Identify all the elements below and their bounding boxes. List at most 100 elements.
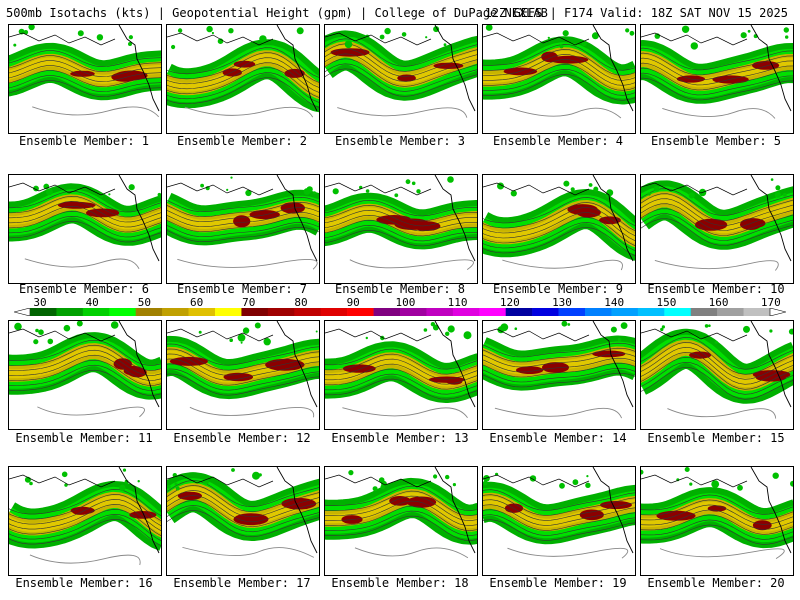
isotach-map	[483, 321, 635, 419]
ensemble-member-label: Ensemble Member: 20	[647, 576, 785, 590]
ensemble-member-label: Ensemble Member: 4	[492, 134, 624, 148]
colorbar-cell	[82, 308, 110, 316]
ensemble-member-label: Ensemble Member: 13	[331, 431, 469, 445]
ensemble-map-panel	[640, 24, 794, 134]
colorbar-cell	[56, 308, 84, 316]
ensemble-map-panel	[640, 174, 794, 284]
ensemble-member-label: Ensemble Member: 19	[489, 576, 627, 590]
ensemble-member-label: Ensemble Member: 5	[650, 134, 782, 148]
ensemble-map-panel	[324, 24, 478, 134]
colorbar-cell	[30, 308, 57, 316]
isotach-map	[641, 467, 793, 559]
ensemble-map-panel	[482, 466, 636, 576]
isotach-map	[325, 175, 477, 271]
ensemble-map-panel	[166, 24, 320, 134]
ensemble-member-label: Ensemble Member: 14	[489, 431, 627, 445]
isotach-map	[483, 25, 635, 119]
isotach-map	[9, 175, 161, 270]
colorbar-cell	[558, 308, 586, 316]
ensemble-member-label: Ensemble Member: 2	[176, 134, 308, 148]
ensemble-member-label: Ensemble Member: 15	[647, 431, 785, 445]
colorbar-tick-label: 60	[189, 296, 204, 309]
colorbar-cell	[637, 308, 665, 316]
colorbar-tick-label: 40	[85, 296, 99, 309]
isotach-map	[483, 467, 635, 559]
ensemble-member-label: Ensemble Member: 6	[18, 282, 150, 296]
isotach-map	[325, 321, 477, 418]
ensemble-map-panel	[166, 174, 320, 284]
ensemble-map-panel	[640, 320, 794, 430]
isotach-map	[9, 467, 161, 566]
ensemble-map-panel	[8, 174, 162, 284]
colorbar-tick-label: 100	[395, 296, 416, 309]
colorbar-left-arrow	[14, 308, 31, 316]
isotach-map	[483, 175, 635, 271]
colorbar-cell	[241, 308, 269, 316]
isotach-map	[9, 25, 161, 118]
colorbar-tick-label: 80	[294, 296, 308, 309]
colorbar-tick-label: 110	[447, 296, 468, 309]
colorbar-cell	[743, 308, 771, 316]
isotach-map	[167, 25, 319, 118]
ensemble-member-label: Ensemble Member: 1	[18, 134, 150, 148]
isotach-map	[9, 321, 161, 418]
colorbar-cell	[135, 308, 163, 316]
ensemble-map-panel	[8, 320, 162, 430]
run-info: 12Z GEFS | F174 Valid: 18Z SAT NOV 15 20…	[484, 6, 788, 20]
colorbar-cell	[426, 308, 454, 316]
ensemble-map-panel	[166, 466, 320, 576]
ensemble-member-label: Ensemble Member: 9	[492, 282, 624, 296]
ensemble-member-label: Ensemble Member: 11	[15, 431, 153, 445]
ensemble-map-panel	[482, 24, 636, 134]
colorbar-cell	[717, 308, 744, 316]
ensemble-map-panel	[324, 320, 478, 430]
isotach-map	[325, 25, 477, 118]
colorbar-cell	[479, 308, 507, 316]
isotach-map	[641, 25, 793, 119]
colorbar-cell	[188, 308, 216, 316]
isotach-map	[641, 175, 793, 271]
colorbar-cell	[585, 308, 612, 316]
colorbar-cell	[611, 308, 639, 316]
ensemble-map-panel	[324, 466, 478, 576]
ensemble-member-label: Ensemble Member: 7	[176, 282, 308, 296]
colorbar-tick-label: 90	[346, 296, 360, 309]
ensemble-map-panel	[482, 174, 636, 284]
colorbar-tick-label: 30	[33, 296, 47, 309]
colorbar-tick-label: 70	[242, 296, 256, 309]
isotach-map	[167, 321, 319, 418]
isotach-map	[167, 175, 319, 270]
colorbar-cell	[294, 308, 322, 316]
colorbar-cell	[215, 308, 242, 316]
ensemble-member-label: Ensemble Member: 10	[647, 282, 785, 296]
colorbar-cell	[347, 308, 374, 316]
colorbar-cell	[505, 308, 533, 316]
ensemble-member-label: Ensemble Member: 18	[331, 576, 469, 590]
isotach-colorbar	[14, 308, 786, 316]
ensemble-member-label: Ensemble Member: 12	[173, 431, 311, 445]
colorbar-tick-label: 150	[656, 296, 677, 309]
colorbar-right-arrow	[769, 308, 786, 316]
ensemble-member-label: Ensemble Member: 8	[334, 282, 466, 296]
map-title: 500mb Isotachs (kts) | Geopotential Heig…	[6, 6, 548, 20]
colorbar-cell	[664, 308, 692, 316]
isotach-map	[325, 467, 477, 559]
colorbar-cell	[267, 308, 295, 316]
ensemble-map-panel	[166, 320, 320, 430]
colorbar-tick-label: 140	[604, 296, 625, 309]
isotach-map	[641, 321, 793, 419]
ensemble-member-label: Ensemble Member: 17	[173, 576, 311, 590]
ensemble-member-label: Ensemble Member: 3	[334, 134, 466, 148]
ensemble-member-label: Ensemble Member: 16	[15, 576, 153, 590]
colorbar-cell	[400, 308, 427, 316]
colorbar-tick-label: 130	[552, 296, 572, 309]
ensemble-map-panel	[8, 466, 162, 576]
ensemble-map-panel	[8, 24, 162, 134]
colorbar-cell	[162, 308, 189, 316]
colorbar-cell	[320, 308, 348, 316]
colorbar-cell	[109, 308, 137, 316]
isotach-map	[167, 467, 319, 558]
ensemble-map-panel	[640, 466, 794, 576]
colorbar-cell	[690, 308, 718, 316]
colorbar-cell	[532, 308, 559, 316]
